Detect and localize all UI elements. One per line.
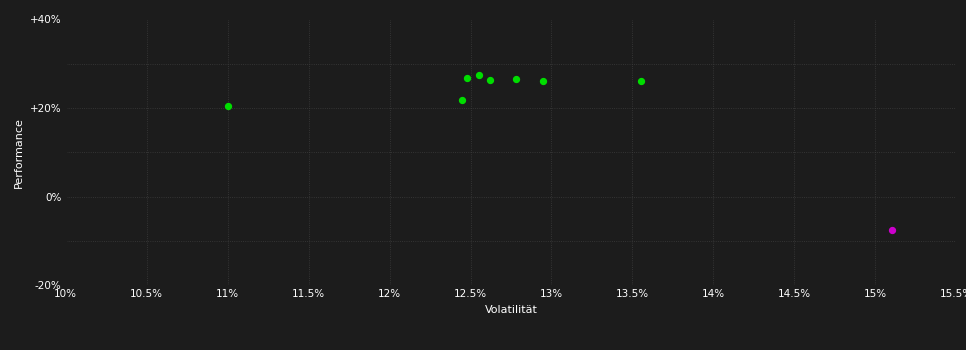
Point [884,227,899,233]
Point [633,78,648,84]
Point [460,75,475,80]
Point [470,72,486,77]
Point [455,97,470,103]
Point [482,78,497,83]
Point [536,78,552,84]
Y-axis label: Performance: Performance [14,117,24,188]
Point [220,103,236,108]
Point [508,76,524,82]
X-axis label: Volatilität: Volatilität [485,305,537,315]
